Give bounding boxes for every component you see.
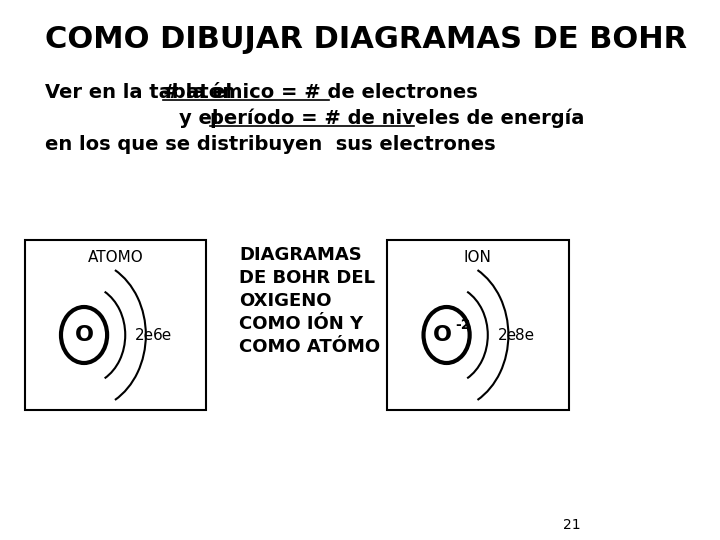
Text: # atómico = # de electrones: # atómico = # de electrones [163, 83, 477, 102]
Text: 2e: 2e [135, 327, 154, 342]
Text: en los que se distribuyen  sus electrones: en los que se distribuyen sus electrones [45, 134, 496, 153]
Text: O: O [75, 325, 94, 345]
Text: y el: y el [179, 109, 225, 127]
Text: COMO ATÓMO: COMO ATÓMO [239, 338, 380, 356]
Text: 8e: 8e [515, 327, 534, 342]
Text: COMO DIBUJAR DIAGRAMAS DE BOHR: COMO DIBUJAR DIAGRAMAS DE BOHR [45, 25, 688, 55]
Text: DE BOHR DEL: DE BOHR DEL [239, 269, 375, 287]
Text: COMO IÓN Y: COMO IÓN Y [239, 315, 363, 333]
Text: OXIGENO: OXIGENO [239, 292, 331, 310]
Bar [387, 240, 569, 410]
Text: ATOMO: ATOMO [87, 251, 143, 266]
Text: 21: 21 [563, 518, 581, 532]
Text: O: O [433, 325, 452, 345]
Text: -2: -2 [456, 318, 471, 332]
Text: período = # de niveles de energía: período = # de niveles de energía [210, 108, 585, 128]
Text: Ver en la tabla el: Ver en la tabla el [45, 83, 239, 102]
Text: DIAGRAMAS: DIAGRAMAS [239, 246, 361, 264]
Text: 2e: 2e [498, 327, 517, 342]
Bar [24, 240, 206, 410]
Text: 6e: 6e [153, 327, 171, 342]
Text: ION: ION [464, 251, 492, 266]
